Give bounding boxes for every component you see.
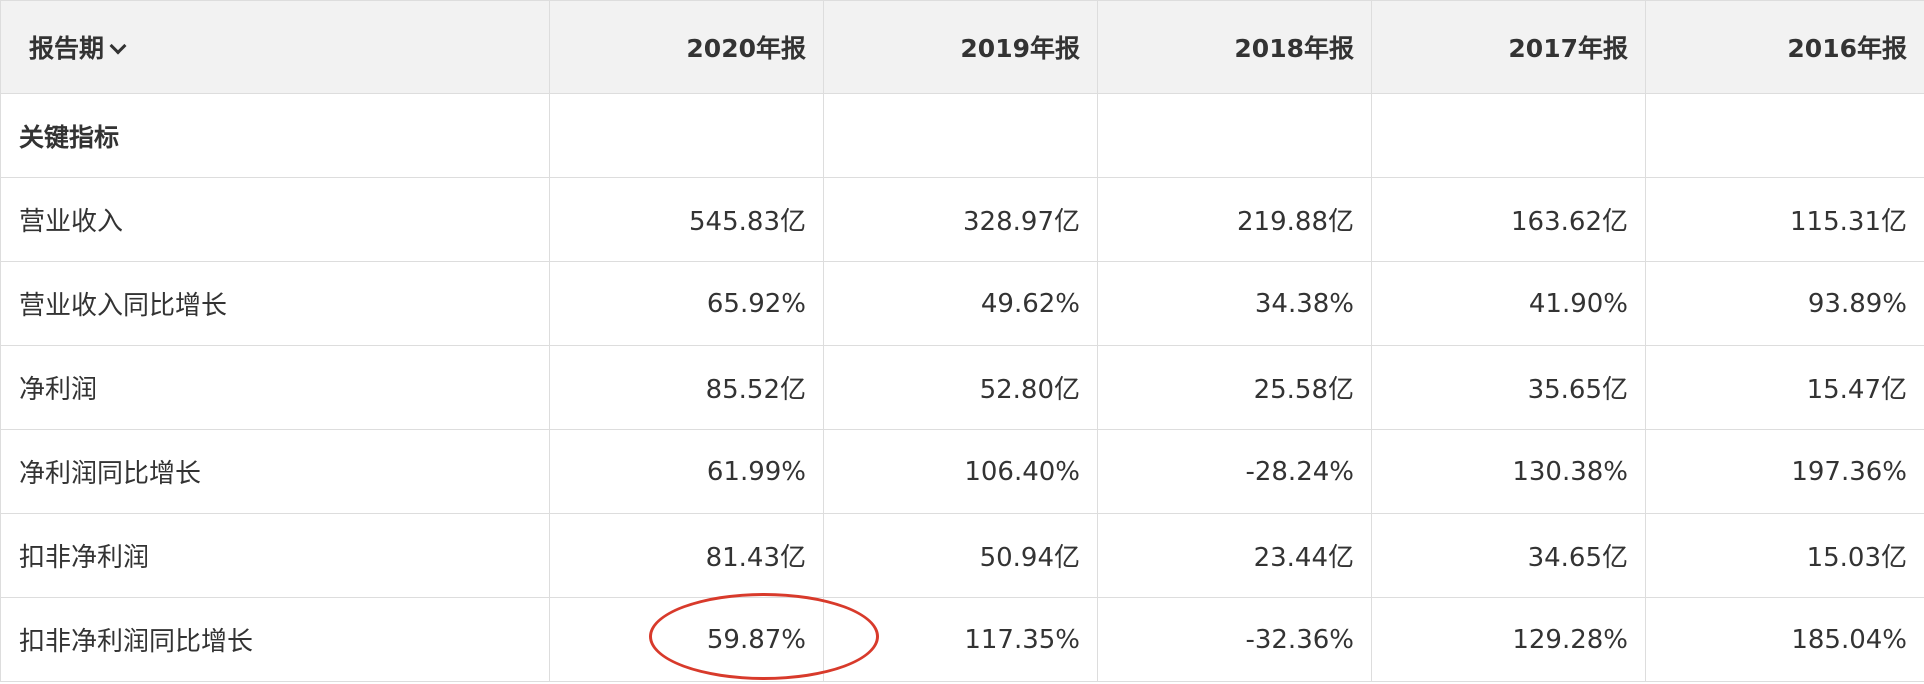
- table-cell: 545.83亿: [549, 177, 824, 262]
- header-row: 报告期 2020年报 2019年报 2018年报 2017年报 2016年报: [0, 0, 1924, 94]
- table-cell: 41.90%: [1371, 261, 1646, 346]
- table-cell: 129.28%: [1371, 597, 1646, 682]
- empty-cell: [1645, 93, 1924, 178]
- table-cell: -28.24%: [1097, 429, 1372, 514]
- column-header-year: 2017年报: [1371, 0, 1646, 94]
- table-cell: 34.38%: [1097, 261, 1372, 346]
- table-row: 净利润同比增长 61.99% 106.40% -28.24% 130.38% 1…: [0, 429, 1924, 514]
- table-cell: 25.58亿: [1097, 345, 1372, 430]
- report-period-dropdown[interactable]: 报告期: [0, 0, 550, 94]
- empty-cell: [549, 93, 824, 178]
- table-cell: 106.40%: [823, 429, 1098, 514]
- empty-cell: [823, 93, 1098, 178]
- table-cell: 85.52亿: [549, 345, 824, 430]
- table-cell: 163.62亿: [1371, 177, 1646, 262]
- row-label: 扣非净利润: [0, 513, 550, 598]
- row-label: 扣非净利润同比增长: [0, 597, 550, 682]
- table-cell: 115.31亿: [1645, 177, 1924, 262]
- table-cell: 130.38%: [1371, 429, 1646, 514]
- chevron-down-icon: [109, 37, 127, 55]
- table-cell: 93.89%: [1645, 261, 1924, 346]
- table-cell: 15.47亿: [1645, 345, 1924, 430]
- table-row: 扣非净利润同比增长 59.87% 117.35% -32.36% 129.28%…: [0, 597, 1924, 682]
- table-cell: 52.80亿: [823, 345, 1098, 430]
- table-cell: 185.04%: [1645, 597, 1924, 682]
- column-header-year: 2020年报: [549, 0, 824, 94]
- row-label: 净利润: [0, 345, 550, 430]
- section-title: 关键指标: [0, 93, 550, 178]
- empty-cell: [1371, 93, 1646, 178]
- column-header-year: 2018年报: [1097, 0, 1372, 94]
- table-cell: 15.03亿: [1645, 513, 1924, 598]
- section-header-row: 关键指标: [0, 93, 1924, 178]
- table-cell: 49.62%: [823, 261, 1098, 346]
- table-row: 扣非净利润 81.43亿 50.94亿 23.44亿 34.65亿 15.03亿: [0, 513, 1924, 598]
- column-header-year: 2016年报: [1645, 0, 1924, 94]
- empty-cell: [1097, 93, 1372, 178]
- table-cell: 117.35%: [823, 597, 1098, 682]
- table-cell: 328.97亿: [823, 177, 1098, 262]
- table-cell: 81.43亿: [549, 513, 824, 598]
- table-row: 净利润 85.52亿 52.80亿 25.58亿 35.65亿 15.47亿: [0, 345, 1924, 430]
- table-cell: 219.88亿: [1097, 177, 1372, 262]
- table-cell-highlighted: 59.87%: [549, 597, 824, 682]
- table-cell: 23.44亿: [1097, 513, 1372, 598]
- table-cell: -32.36%: [1097, 597, 1372, 682]
- column-header-year: 2019年报: [823, 0, 1098, 94]
- table-cell: 197.36%: [1645, 429, 1924, 514]
- table-cell: 65.92%: [549, 261, 824, 346]
- table-cell: 35.65亿: [1371, 345, 1646, 430]
- row-label: 营业收入: [0, 177, 550, 262]
- table-row: 营业收入同比增长 65.92% 49.62% 34.38% 41.90% 93.…: [0, 261, 1924, 346]
- row-label: 净利润同比增长: [0, 429, 550, 514]
- table-row: 营业收入 545.83亿 328.97亿 219.88亿 163.62亿 115…: [0, 177, 1924, 262]
- report-period-label: 报告期: [29, 34, 105, 63]
- table-cell: 34.65亿: [1371, 513, 1646, 598]
- table-cell: 61.99%: [549, 429, 824, 514]
- row-label: 营业收入同比增长: [0, 261, 550, 346]
- table-cell: 50.94亿: [823, 513, 1098, 598]
